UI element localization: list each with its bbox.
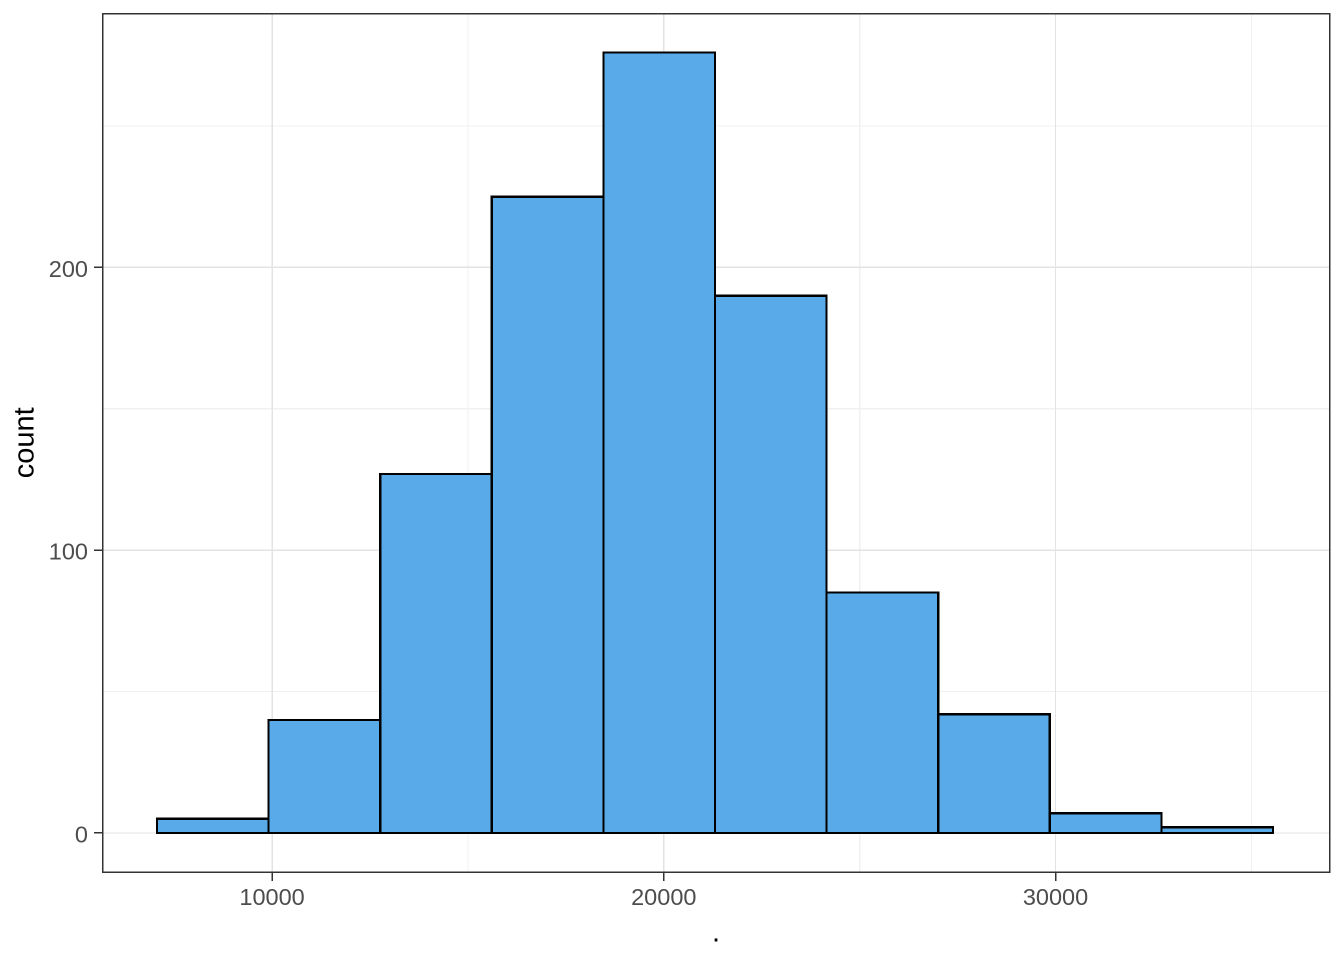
panel-border (101, 12, 1331, 873)
y-axis-title: count (9, 407, 41, 478)
x-tick-labels: 10000 20000 30000 (239, 884, 1088, 910)
histogram-bars (155, 51, 1275, 835)
x-tick-label: 10000 (239, 884, 304, 910)
x-tick-label: 20000 (631, 884, 696, 910)
histogram-bar (267, 718, 382, 835)
y-tick-label: 100 (49, 539, 88, 565)
x-tick-label: 30000 (1023, 884, 1088, 910)
histogram-bar (602, 51, 717, 835)
y-tick-label: 0 (75, 821, 88, 847)
histogram-bar (379, 472, 493, 835)
histogram-bar (1160, 826, 1275, 835)
x-axis-title: . (712, 917, 720, 949)
y-tick-labels: 0 100 200 (49, 256, 88, 848)
histogram-bar (937, 713, 1051, 835)
histogram-bar (1048, 812, 1163, 835)
histogram-bar (825, 591, 940, 835)
histogram-bar (713, 294, 828, 835)
y-tick-label: 200 (49, 256, 88, 282)
histogram-bar (155, 817, 270, 835)
histogram-bar (490, 195, 605, 835)
axis-ticks (93, 266, 1057, 881)
